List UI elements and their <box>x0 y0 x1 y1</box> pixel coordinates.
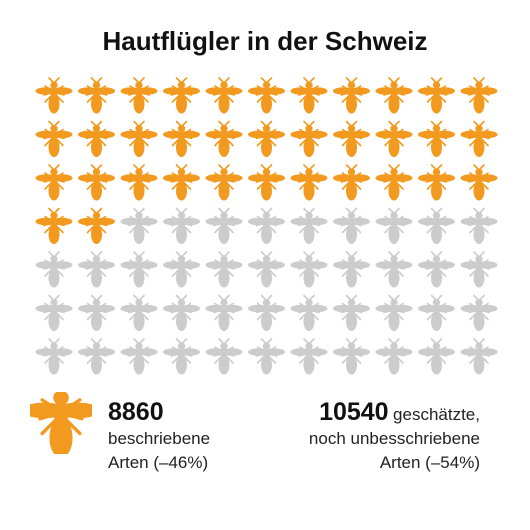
wasp-icon-undescribed <box>417 251 456 288</box>
wasp-icon-undescribed <box>460 294 498 332</box>
pictogram-grid <box>35 77 498 375</box>
chart-title: Hautflügler in der Schweiz <box>102 26 428 56</box>
wasp-icon-undescribed <box>460 338 498 375</box>
wasp-icon-described <box>77 207 116 245</box>
wasp-icon-undescribed <box>417 294 456 332</box>
wasp-icon-undescribed <box>332 207 371 245</box>
wasp-icon-described <box>120 120 158 158</box>
described-label-2: Arten (–46%) <box>108 453 209 472</box>
wasp-icon-undescribed <box>162 294 201 332</box>
wasp-icon-undescribed <box>375 294 413 332</box>
wasp-icon-described <box>290 164 328 201</box>
wasp-icon-undescribed <box>35 338 73 375</box>
wasp-icon-undescribed <box>247 338 286 375</box>
wasp-icon-undescribed <box>417 338 456 375</box>
wasp-icon-undescribed <box>35 294 73 332</box>
wasp-icon-undescribed <box>162 251 201 288</box>
wasp-icon-described <box>120 77 158 114</box>
wasp-icon-undescribed <box>290 294 328 332</box>
wasp-icon-described <box>332 77 371 114</box>
wasp-icon-described <box>290 77 328 114</box>
wasp-icon-described <box>77 164 116 201</box>
wasp-icon-described <box>162 120 201 158</box>
wasp-icon-undescribed <box>460 207 498 245</box>
wasp-icon-undescribed <box>120 251 158 288</box>
undescribed-label-3: Arten (–54%) <box>379 453 480 472</box>
wasp-icon-described <box>205 164 243 201</box>
undescribed-stat: 10540 geschätzte, noch unbesschriebene A… <box>309 398 480 475</box>
wasp-icon-undescribed <box>162 338 201 375</box>
undescribed-label-2: noch unbesschriebene <box>308 429 480 448</box>
wasp-icon-described <box>205 120 243 158</box>
wasp-icon-described <box>460 120 498 158</box>
wasp-icon-undescribed <box>332 294 371 332</box>
described-number: 8860 <box>108 398 164 426</box>
wasp-icon-undescribed <box>205 338 243 375</box>
wasp-icon-undescribed <box>77 294 116 332</box>
undescribed-label-1: geschätzte, <box>393 405 480 424</box>
wasp-icon-described <box>162 77 201 114</box>
wasp-icon-described <box>247 164 286 201</box>
wasp-icon-described <box>247 77 286 114</box>
wasp-icon-undescribed <box>35 251 73 288</box>
wasp-icon-described <box>417 164 456 201</box>
described-label-1: beschriebene <box>108 429 211 448</box>
wasp-icon-described <box>35 207 73 245</box>
wasp-icon-described <box>35 77 73 114</box>
wasp-icon-described <box>332 120 371 158</box>
wasp-icon-undescribed <box>247 207 286 245</box>
wasp-icon-described <box>417 120 456 158</box>
wasp-icon-undescribed <box>460 251 498 288</box>
described-stat: 8860 beschriebene Arten (–46%) <box>108 398 210 475</box>
wasp-icon-undescribed <box>205 251 243 288</box>
wasp-icon-undescribed <box>332 251 371 288</box>
wasp-icon-described <box>417 77 456 114</box>
wasp-icon-described <box>460 77 498 114</box>
wasp-icon-described <box>162 164 201 201</box>
wasp-icon-undescribed <box>120 338 158 375</box>
wasp-icon-undescribed <box>375 207 413 245</box>
wasp-icon-undescribed <box>290 251 328 288</box>
wasp-icon-described <box>77 120 116 158</box>
wasp-icon-undescribed <box>205 294 243 332</box>
wasp-icon-described <box>77 77 116 114</box>
wasp-icon-described <box>375 164 413 201</box>
wasp-icon-undescribed <box>120 207 158 245</box>
wasp-icon-undescribed <box>120 294 158 332</box>
wasp-icon-described <box>247 120 286 158</box>
wasp-icon-undescribed <box>290 207 328 245</box>
wasp-icon-described <box>460 164 498 201</box>
wasp-icon-undescribed <box>77 251 116 288</box>
wasp-icon-described <box>332 164 371 201</box>
wasp-icon-described <box>290 120 328 158</box>
wasp-icon-undescribed <box>417 207 456 245</box>
wasp-icon-described <box>35 164 73 201</box>
wasp-icon-described <box>35 120 73 158</box>
wasp-icon-undescribed <box>332 338 371 375</box>
wasp-icon-undescribed <box>247 251 286 288</box>
wasp-icon-undescribed <box>247 294 286 332</box>
wasp-icon-undescribed <box>375 251 413 288</box>
wasp-icon-undescribed <box>375 338 413 375</box>
wasp-icon-described <box>205 77 243 114</box>
wasp-icon-undescribed <box>77 338 116 375</box>
wasp-icon-undescribed <box>290 338 328 375</box>
wasp-icon-described <box>120 164 158 201</box>
wasp-icon-described <box>375 120 413 158</box>
wasp-icon-undescribed <box>205 207 243 245</box>
wasp-icon <box>30 392 92 454</box>
wasp-icon-undescribed <box>162 207 201 245</box>
wasp-icon-described <box>375 77 413 114</box>
undescribed-number: 10540 <box>319 398 389 426</box>
